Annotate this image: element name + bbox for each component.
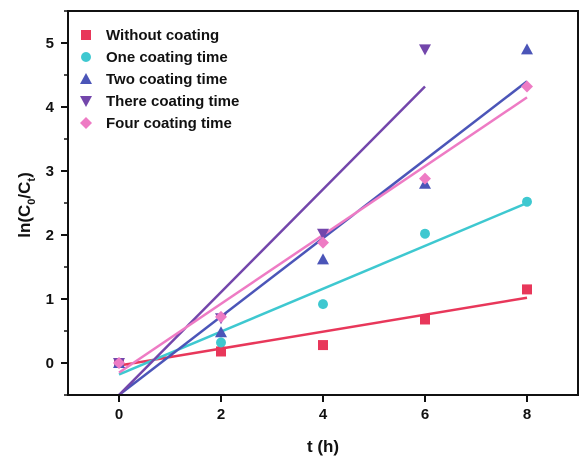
legend-label-series-4: There coating time: [106, 93, 239, 110]
data-point-series-5: [215, 310, 227, 323]
x-tick-label: 8: [523, 406, 531, 423]
data-point-series-1: [420, 314, 430, 325]
x-tick-label: 0: [115, 406, 123, 423]
fit-line-series-1: [118, 296, 528, 367]
legend-marker-series-2: [81, 52, 91, 62]
fit-line-series-4: [118, 85, 426, 396]
y-tick-label: 3: [46, 163, 54, 180]
legend-label-series-2: One coating time: [106, 49, 228, 66]
y-axis-title: ln(C0/Ct): [15, 172, 38, 238]
y-tick-label: 4: [46, 99, 55, 116]
data-point-series-5: [521, 80, 533, 93]
data-point-series-2: [216, 337, 226, 348]
data-point-series-1: [318, 340, 328, 351]
data-point-series-4: [317, 228, 329, 240]
legend-marker-series-1: [81, 30, 91, 40]
data-point-series-2: [318, 299, 328, 310]
legend-label-series-3: Two coating time: [106, 71, 227, 88]
y-axis-title-close: ): [15, 172, 34, 178]
y-tick-label: 5: [46, 35, 54, 52]
data-point-series-2: [420, 228, 430, 239]
data-point-series-3: [317, 253, 329, 265]
legend-label-series-1: Without coating: [106, 27, 219, 44]
data-point-series-5: [113, 357, 125, 369]
data-point-series-1: [216, 346, 226, 357]
data-point-series-3: [215, 326, 227, 338]
y-tick-label: 0: [46, 355, 54, 372]
y-tick-label: 1: [46, 291, 54, 308]
y-axis-title-sub0: 0: [26, 199, 38, 205]
data-point-series-1: [522, 284, 532, 295]
legend-marker-series-5: [80, 117, 92, 129]
y-axis-title-subt: t: [26, 178, 38, 182]
x-tick-label: 2: [217, 406, 225, 423]
x-axis-title: t (h): [307, 437, 339, 456]
x-tick-label: 4: [319, 406, 328, 423]
data-points: [113, 43, 533, 369]
ticks: 0 2 4 6 8 0 1 2 3 4 5: [46, 10, 531, 423]
axes: [67, 10, 579, 396]
legend-marker-series-4: [80, 96, 92, 107]
y-tick-label: 2: [46, 227, 54, 244]
data-point-series-5: [419, 172, 431, 185]
data-point-series-2: [522, 196, 532, 207]
x-tick-label: 6: [421, 406, 429, 423]
data-point-series-5: [317, 236, 329, 249]
plot-frame: [67, 10, 579, 396]
data-point-series-4: [419, 44, 431, 56]
legend-label-series-5: Four coating time: [106, 115, 232, 132]
fit-line-series-2: [118, 201, 528, 376]
legend-marker-series-3: [80, 73, 92, 84]
y-axis-title-slash: /C: [15, 182, 34, 199]
data-point-series-3: [521, 43, 533, 55]
legend: Without coating One coating time Two coati…: [80, 27, 239, 132]
y-axis-title-main: ln(C: [15, 205, 34, 238]
